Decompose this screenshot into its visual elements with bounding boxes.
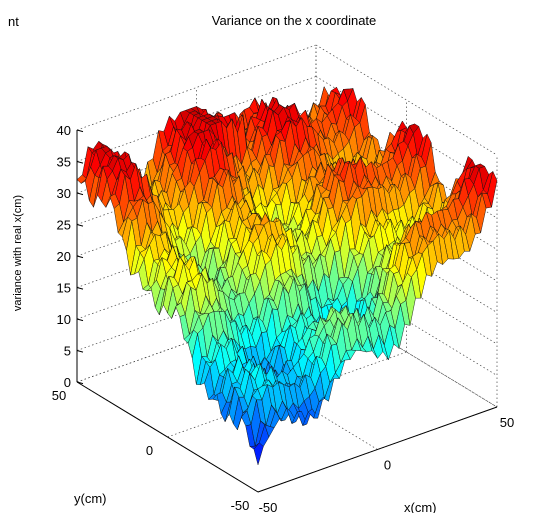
z-tick-label: 35 [57,155,71,170]
z-tick-label: 20 [57,249,71,264]
axis-lines [76,129,498,493]
z-tick-label: 0 [64,375,71,390]
x-tick-label: -50 [259,500,278,513]
y-tick-label: 50 [52,388,66,403]
surface-patch [487,170,498,208]
z-axis-label: variance with real x(cm) [12,195,24,311]
z-tick-label: 40 [57,123,71,138]
z-tick-label: 30 [57,186,71,201]
x-axis-label: x(cm) [404,500,437,513]
y-axis [76,381,259,493]
x-axis [257,406,498,493]
x-tick-label: 0 [384,458,391,473]
variance-surface [76,86,498,466]
y-tick-label: 0 [146,443,153,458]
corner-text: nt [8,14,19,29]
x-tick-label: 50 [500,415,514,430]
y-tick-label: -50 [231,498,250,513]
chart-title: Variance on the x coordinate [212,13,377,28]
z-tick-label: 10 [57,312,71,327]
z-tick-label: 15 [57,281,71,296]
z-tick-label: 25 [57,218,71,233]
y-axis-label: y(cm) [74,491,107,506]
z-tick-label: 5 [64,344,71,359]
